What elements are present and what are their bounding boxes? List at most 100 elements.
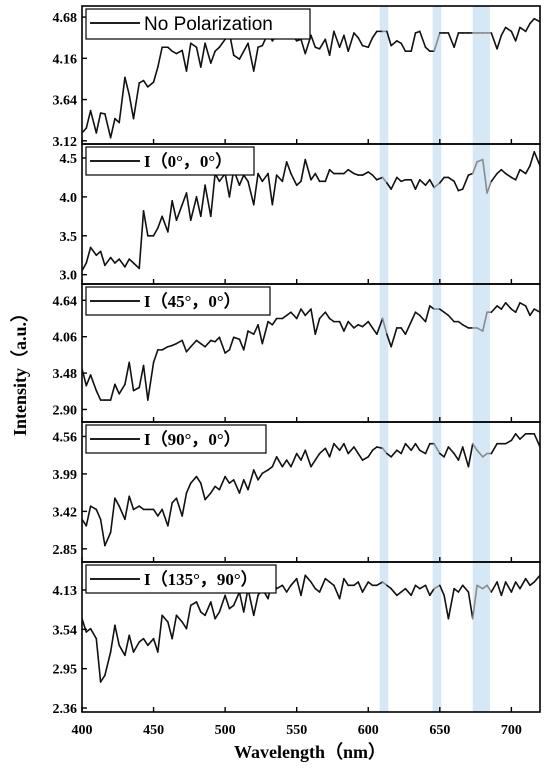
series-segment [142, 79, 149, 88]
series-segment [490, 305, 498, 314]
series-segment [114, 383, 121, 395]
series-segment [447, 446, 455, 455]
series-segment [128, 634, 135, 653]
series-segment [386, 182, 392, 190]
series-segment [333, 584, 341, 600]
series-segment [224, 349, 231, 354]
series-segment [232, 591, 241, 607]
series-segment [142, 637, 149, 647]
series-segment [300, 574, 307, 597]
series-segment [361, 171, 370, 176]
series-segment [519, 168, 527, 175]
series-segment [175, 339, 183, 345]
x-tick-label: 500 [215, 723, 236, 738]
series-segment [404, 442, 412, 452]
series-segment [324, 447, 331, 458]
series-segment [447, 587, 455, 620]
series-segment [500, 26, 507, 37]
series-segment [376, 446, 384, 450]
series-segment [85, 374, 92, 387]
series-segment [324, 38, 331, 56]
legend-4: I（90°，0°） [85, 424, 267, 454]
series-segment [414, 178, 421, 190]
series-segment [343, 34, 350, 53]
series-segment [295, 308, 302, 320]
series-segment [261, 320, 269, 345]
series-segment [347, 446, 355, 455]
series-segment [199, 42, 206, 68]
y-tick-label: 4.64 [53, 294, 78, 309]
series-segment [204, 492, 212, 501]
series-segment [343, 168, 350, 175]
series-segment [376, 317, 384, 335]
y-tick-label: 2.36 [53, 702, 78, 717]
series-segment [324, 168, 331, 183]
series-segment [95, 389, 102, 401]
series-segment [232, 54, 241, 60]
series-segment [533, 308, 541, 314]
series-segment [195, 339, 202, 345]
panel-4: 2.85 3.42 3.99 4.56 I（90°，0°） [53, 421, 541, 563]
series-segment [114, 258, 121, 264]
series-segment [261, 172, 269, 183]
series-segment [467, 591, 474, 620]
series-segment [118, 258, 126, 268]
series-segment [386, 30, 392, 47]
series-segment [167, 502, 173, 527]
series-segment [185, 192, 192, 222]
series-segment [109, 383, 116, 401]
highlight-band-2 [432, 6, 442, 712]
series-segment [371, 174, 378, 181]
series-segment [390, 176, 398, 190]
series-segment [185, 482, 192, 494]
series-segment [152, 227, 159, 237]
series-segment [386, 584, 392, 590]
series-segment [529, 581, 536, 587]
y-tick-label: 3.0 [60, 269, 78, 284]
series-segment [386, 333, 392, 348]
series-segment [114, 624, 121, 647]
series-segment [414, 584, 421, 590]
y-tick-label: 4.56 [53, 430, 78, 445]
series-segment [457, 446, 464, 461]
series-segment [461, 446, 470, 468]
series-segment [310, 308, 317, 335]
series-segment [199, 482, 206, 501]
series-segment [486, 180, 493, 194]
series-segment [152, 66, 159, 83]
series-segment [410, 32, 417, 53]
series-segment [99, 250, 106, 267]
series-segment [290, 452, 298, 468]
series-segment [353, 581, 360, 587]
series-segment [257, 323, 264, 345]
series-segment [285, 584, 292, 593]
legend-label: I（90°，0°） [144, 429, 241, 449]
series-segment [400, 42, 407, 53]
series-segment [195, 46, 202, 68]
series-segment [318, 38, 327, 50]
series-segment [367, 36, 374, 49]
series-segment [424, 178, 431, 187]
series-segment [353, 446, 360, 455]
series-segment [519, 302, 527, 307]
series-segment [328, 317, 335, 323]
y-tick-label: 3.54 [53, 623, 78, 638]
series-segment [247, 180, 255, 206]
series-segment [171, 50, 178, 55]
series-segment [361, 456, 370, 461]
series-segment [490, 442, 498, 455]
y-tick-label: 4.0 [60, 191, 78, 206]
series-segment [109, 497, 116, 534]
series-segment [267, 320, 274, 326]
series-segment [232, 479, 241, 494]
series-segment [218, 336, 226, 354]
series-segment [433, 32, 441, 53]
series-segment [238, 50, 245, 60]
series-segment [95, 508, 102, 521]
series-segment [367, 449, 374, 458]
series-segment [175, 614, 183, 623]
series-segment [218, 38, 226, 49]
legend-3: I（45°，0°） [85, 286, 271, 316]
series-segment [457, 584, 464, 593]
